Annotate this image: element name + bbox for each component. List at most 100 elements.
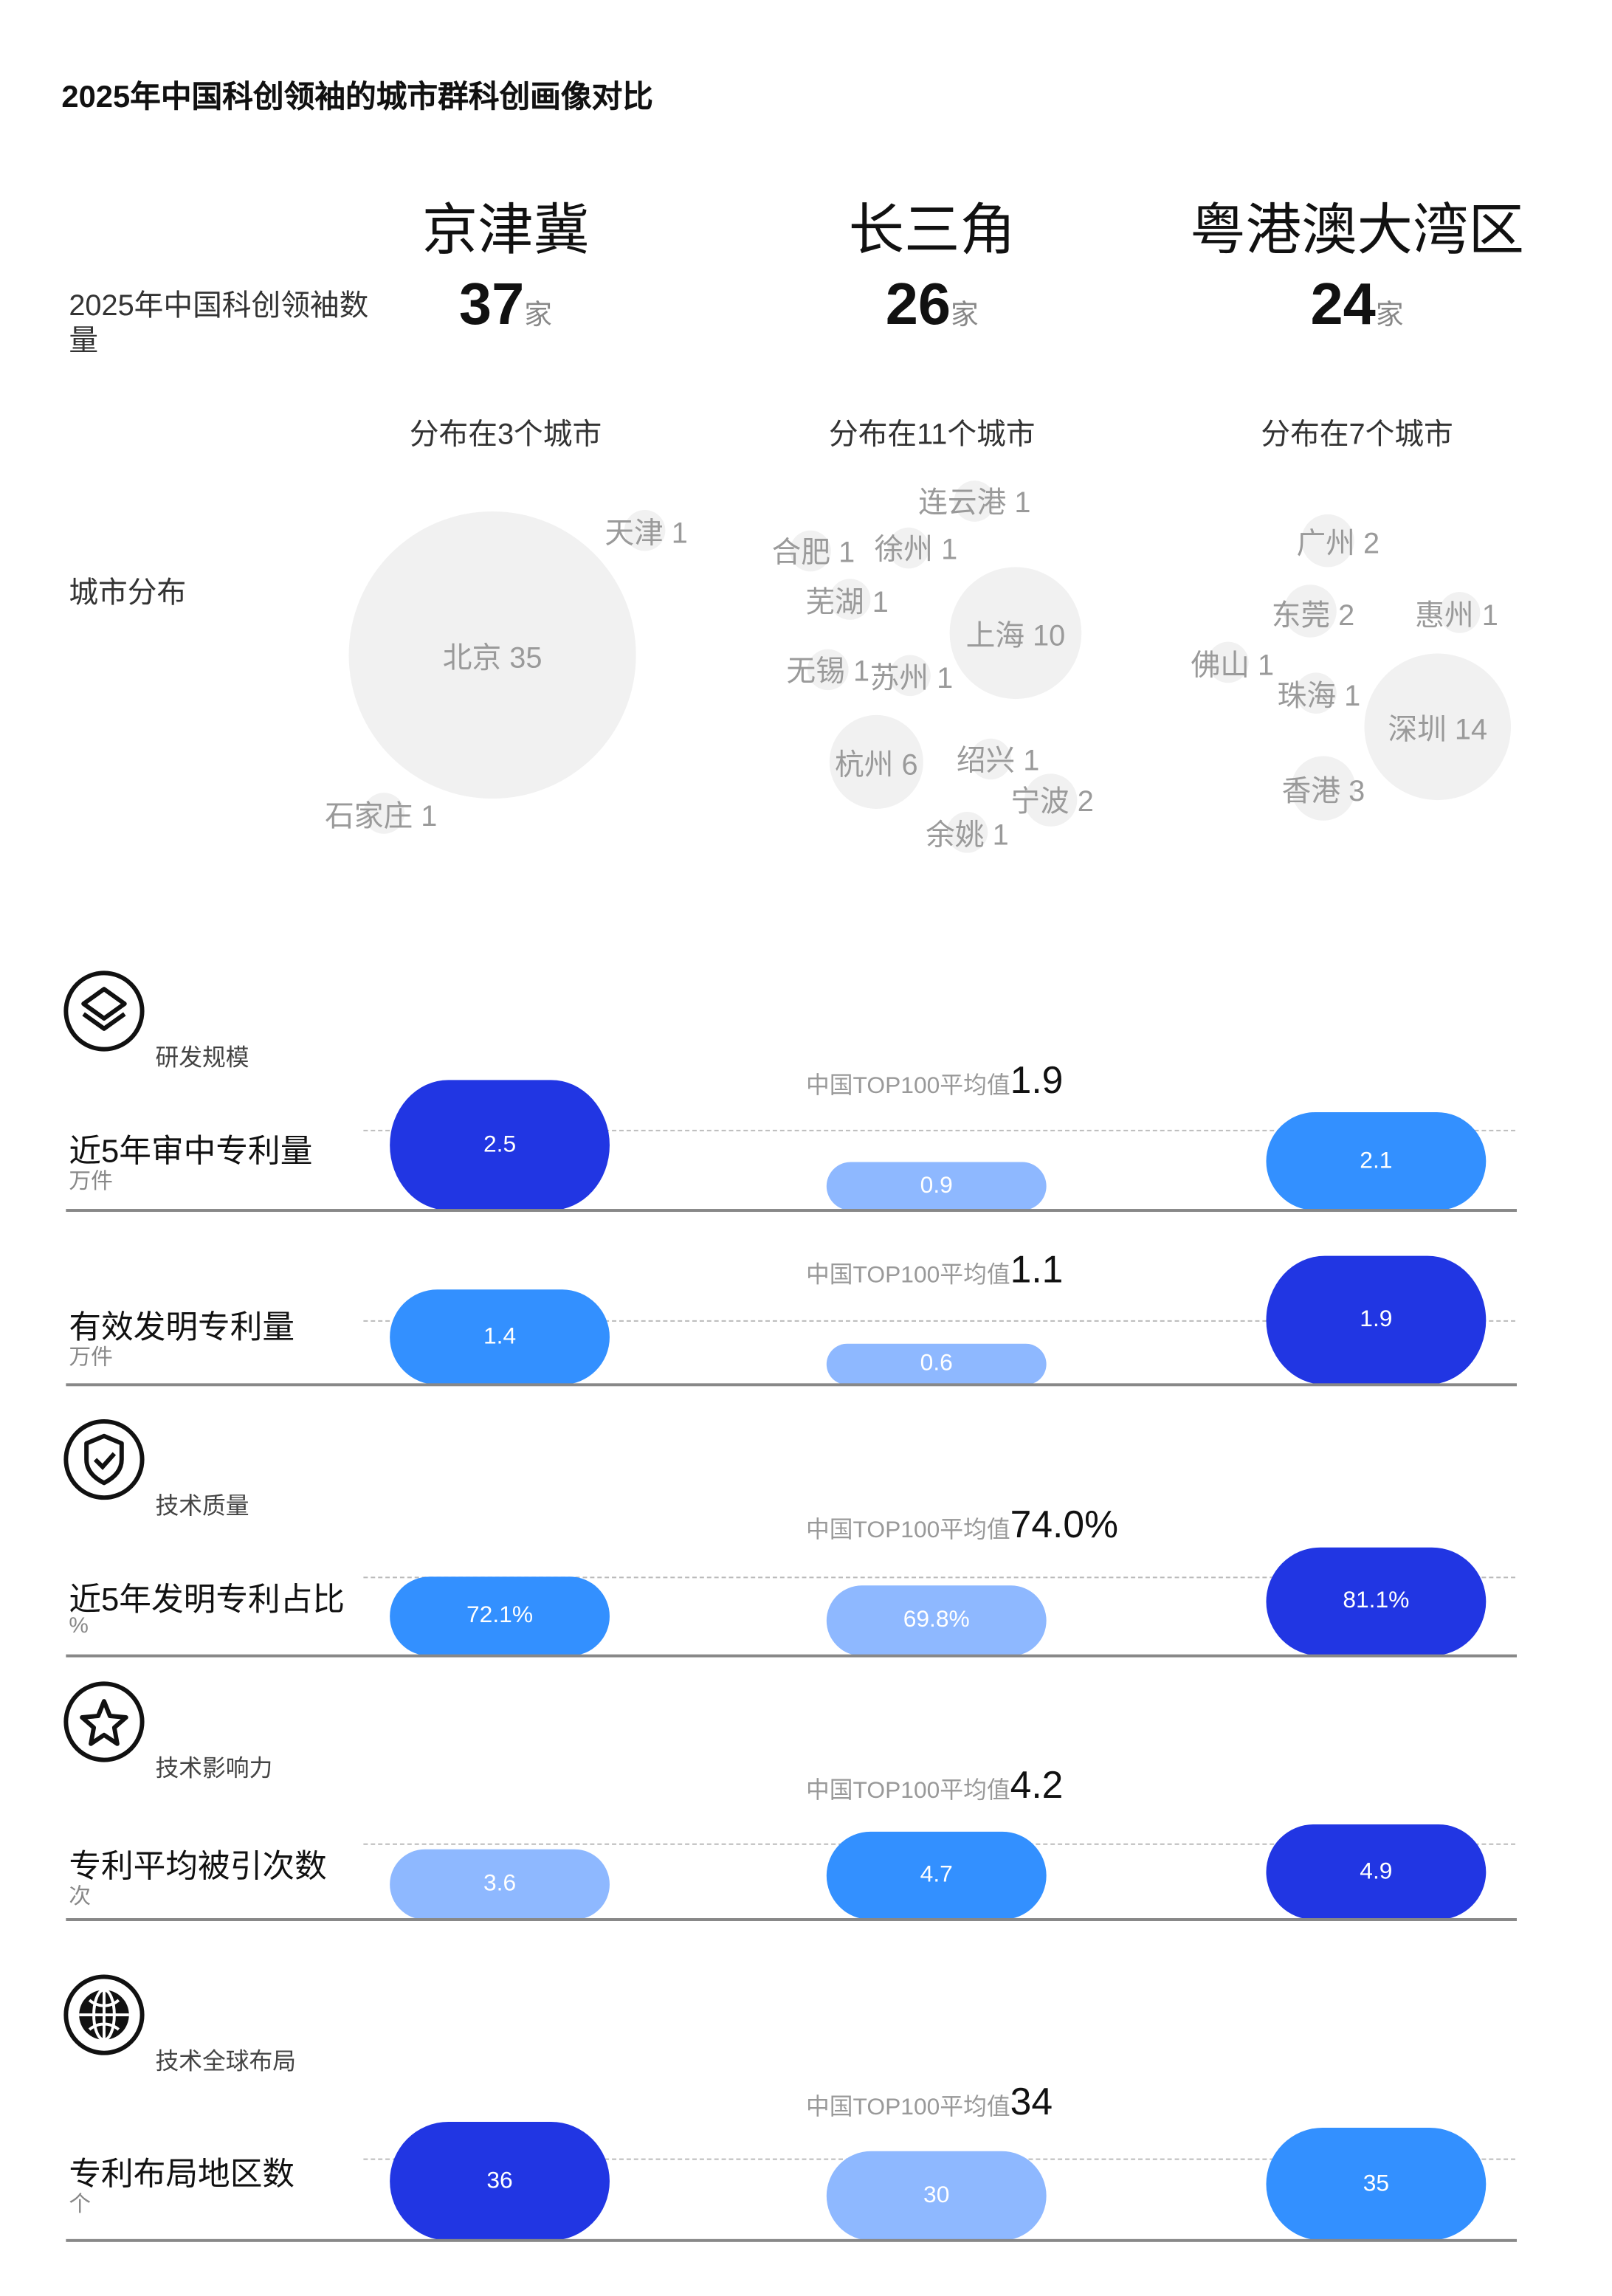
average-line [363, 1320, 1516, 1322]
average-value: 34 [1010, 2079, 1053, 2123]
city-bubble [888, 527, 929, 569]
count-unit: 家 [951, 300, 979, 331]
category-label: 研发规模 [155, 1046, 249, 1072]
city-bubble [1024, 773, 1078, 827]
city-label: 石家庄 1 [325, 801, 438, 833]
city-label: 合肥 1 [771, 537, 855, 570]
metric-title: 近5年发明专利占比 [69, 1581, 345, 1618]
city-bubble [1295, 672, 1337, 714]
metric-unit: % [69, 1613, 89, 1638]
city-label: 广州 2 [1296, 528, 1380, 561]
city-label: 连云港 1 [918, 487, 1031, 520]
count-unit: 家 [524, 300, 553, 331]
city-label: 苏州 1 [869, 663, 954, 696]
page-title: 2025年中国科创领袖的城市群科创画像对比 [61, 80, 653, 114]
city-bubble [790, 530, 831, 572]
average-label: 中国TOP100平均值1.1 [806, 1247, 1063, 1293]
region-count: 26家 [712, 272, 1152, 338]
region-count: 24家 [1137, 272, 1577, 338]
average-label: 中国TOP100平均值74.0% [806, 1502, 1118, 1548]
count-value: 24 [1310, 272, 1376, 337]
region-name-jingjinji: 京津冀 [421, 201, 590, 263]
city-label: 无锡 1 [786, 655, 870, 689]
city-bubble [829, 579, 871, 620]
city-label: 徐州 1 [874, 534, 958, 567]
metric-bar: 2.5 [390, 1080, 610, 1211]
bar-value: 69.8% [903, 1607, 970, 1633]
average-prefix: 中国TOP100平均值 [806, 1263, 1010, 1289]
city-label: 杭州 6 [835, 749, 918, 782]
metric-bar: 2.1 [1266, 1111, 1487, 1211]
city-bubble [348, 511, 636, 799]
bar-value: 3.6 [483, 1871, 517, 1897]
shield-check-icon [63, 1418, 145, 1500]
city-bubble [1439, 592, 1481, 633]
metric-bar: 81.1% [1266, 1547, 1487, 1656]
row-label-count: 2025年中国科创领袖数量 [69, 290, 369, 358]
metric-bar: 0.6 [826, 1343, 1047, 1385]
globe-icon [63, 1973, 145, 2055]
count-value: 26 [885, 272, 951, 337]
city-bubble [807, 649, 849, 691]
bar-value: 35 [1363, 2171, 1390, 2196]
city-bubble [946, 811, 988, 853]
city-label: 芜湖 1 [805, 587, 889, 619]
city-summary: 分布在3个城市 [409, 418, 602, 452]
average-value: 1.9 [1010, 1058, 1064, 1103]
average-label: 中国TOP100平均值4.2 [806, 1763, 1063, 1809]
row-label-distribution: 城市分布 [69, 577, 187, 610]
city-bubble [889, 655, 931, 697]
metric-bar: 1.9 [1266, 1255, 1487, 1385]
city-bubble [1208, 641, 1249, 683]
metric-unit: 个 [69, 2192, 92, 2218]
city-bubble [624, 509, 666, 551]
city-label: 珠海 1 [1277, 680, 1361, 713]
average-prefix: 中国TOP100平均值 [806, 1779, 1010, 1804]
city-label: 深圳 14 [1388, 714, 1488, 747]
metric-unit: 万件 [69, 1345, 113, 1371]
city-bubble [1291, 756, 1356, 821]
bar-value: 4.9 [1360, 1858, 1393, 1884]
baseline [66, 1383, 1517, 1387]
bar-value: 1.9 [1360, 1307, 1393, 1332]
baseline [66, 1918, 1517, 1921]
city-label: 天津 1 [604, 517, 688, 551]
baseline [66, 1654, 1517, 1658]
city-label: 北京 35 [442, 642, 542, 675]
metric-bar: 69.8% [826, 1585, 1047, 1656]
metric-bar: 30 [826, 2151, 1047, 2241]
city-label: 惠州 1 [1415, 600, 1498, 632]
bar-value: 36 [486, 2168, 513, 2193]
metric-title: 专利平均被引次数 [69, 1847, 327, 1885]
average-prefix: 中国TOP100平均值 [806, 1074, 1010, 1100]
city-summary: 分布在7个城市 [1261, 418, 1453, 452]
metric-bar: 4.7 [826, 1831, 1047, 1920]
bar-value: 30 [923, 2182, 950, 2208]
bar-value: 0.6 [920, 1351, 953, 1376]
city-label: 宁波 2 [1010, 786, 1094, 818]
bar-value: 4.7 [920, 1862, 953, 1888]
average-prefix: 中国TOP100平均值 [806, 1517, 1010, 1543]
city-bubble [363, 793, 404, 834]
metric-bar: 35 [1266, 2127, 1487, 2241]
count-unit: 家 [1375, 300, 1404, 331]
average-value: 74.0% [1010, 1502, 1119, 1546]
average-value: 4.2 [1010, 1762, 1064, 1807]
average-label: 中国TOP100平均值1.9 [806, 1058, 1063, 1104]
metric-bar: 0.9 [826, 1162, 1047, 1211]
count-value: 37 [458, 272, 525, 337]
bar-value: 72.1% [466, 1603, 534, 1628]
city-bubble [954, 480, 996, 522]
average-prefix: 中国TOP100平均值 [806, 2095, 1010, 2121]
metric-bar: 4.9 [1266, 1824, 1487, 1920]
layers-icon [63, 970, 145, 1052]
city-bubble [949, 567, 1082, 700]
metric-bar: 1.4 [390, 1289, 610, 1385]
metric-title: 有效发明专利量 [69, 1309, 295, 1345]
bar-value: 2.1 [1360, 1148, 1393, 1173]
average-value: 1.1 [1010, 1247, 1064, 1292]
bar-value: 2.5 [483, 1131, 517, 1157]
city-bubble [829, 714, 923, 809]
average-line [363, 1576, 1516, 1579]
region-count: 37家 [286, 272, 726, 338]
